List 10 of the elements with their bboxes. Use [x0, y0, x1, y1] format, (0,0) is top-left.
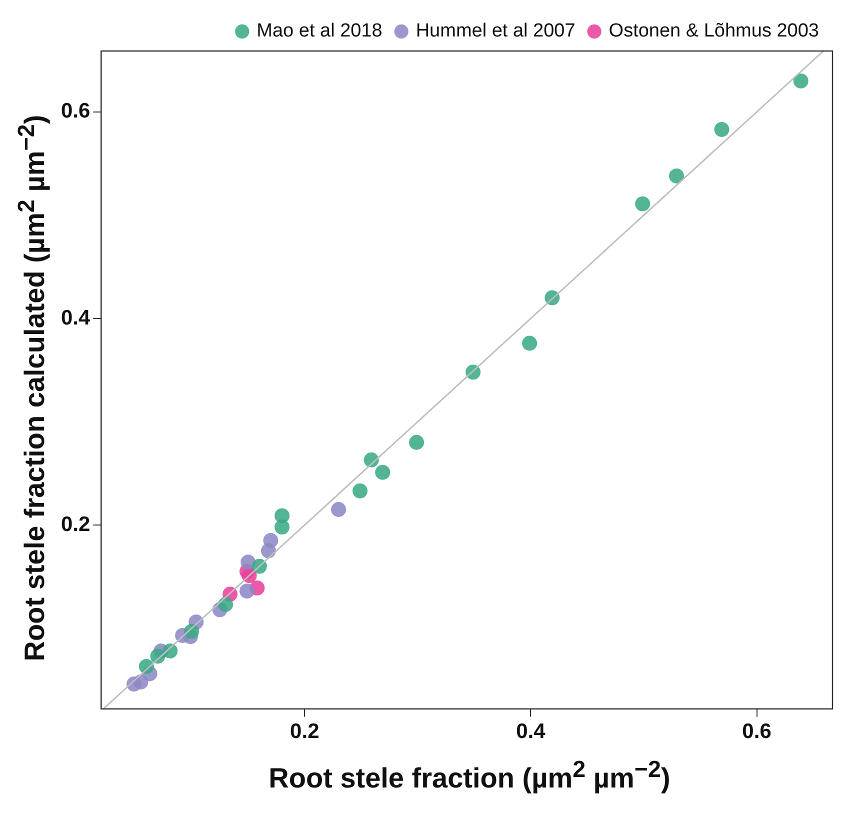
- x-axis-title: Root stele fraction (µm$^{2}$ µm$^{−2}$): [268, 756, 672, 794]
- legend-label: Hummel et al 2007: [416, 20, 576, 42]
- y-tick-label: 0.6: [60, 100, 90, 123]
- x-tick-label: 0.4: [516, 720, 546, 744]
- legend-label: Mao et al 2018: [256, 20, 382, 42]
- y-tick-label: 0.4: [60, 306, 91, 330]
- x-tick-label: 0.2: [290, 720, 320, 744]
- legend-label: Ostonen & Lõhmus 2003: [608, 20, 820, 42]
- x-tick-label: 0.6: [742, 720, 772, 744]
- y-tick-label: 0.2: [60, 512, 90, 536]
